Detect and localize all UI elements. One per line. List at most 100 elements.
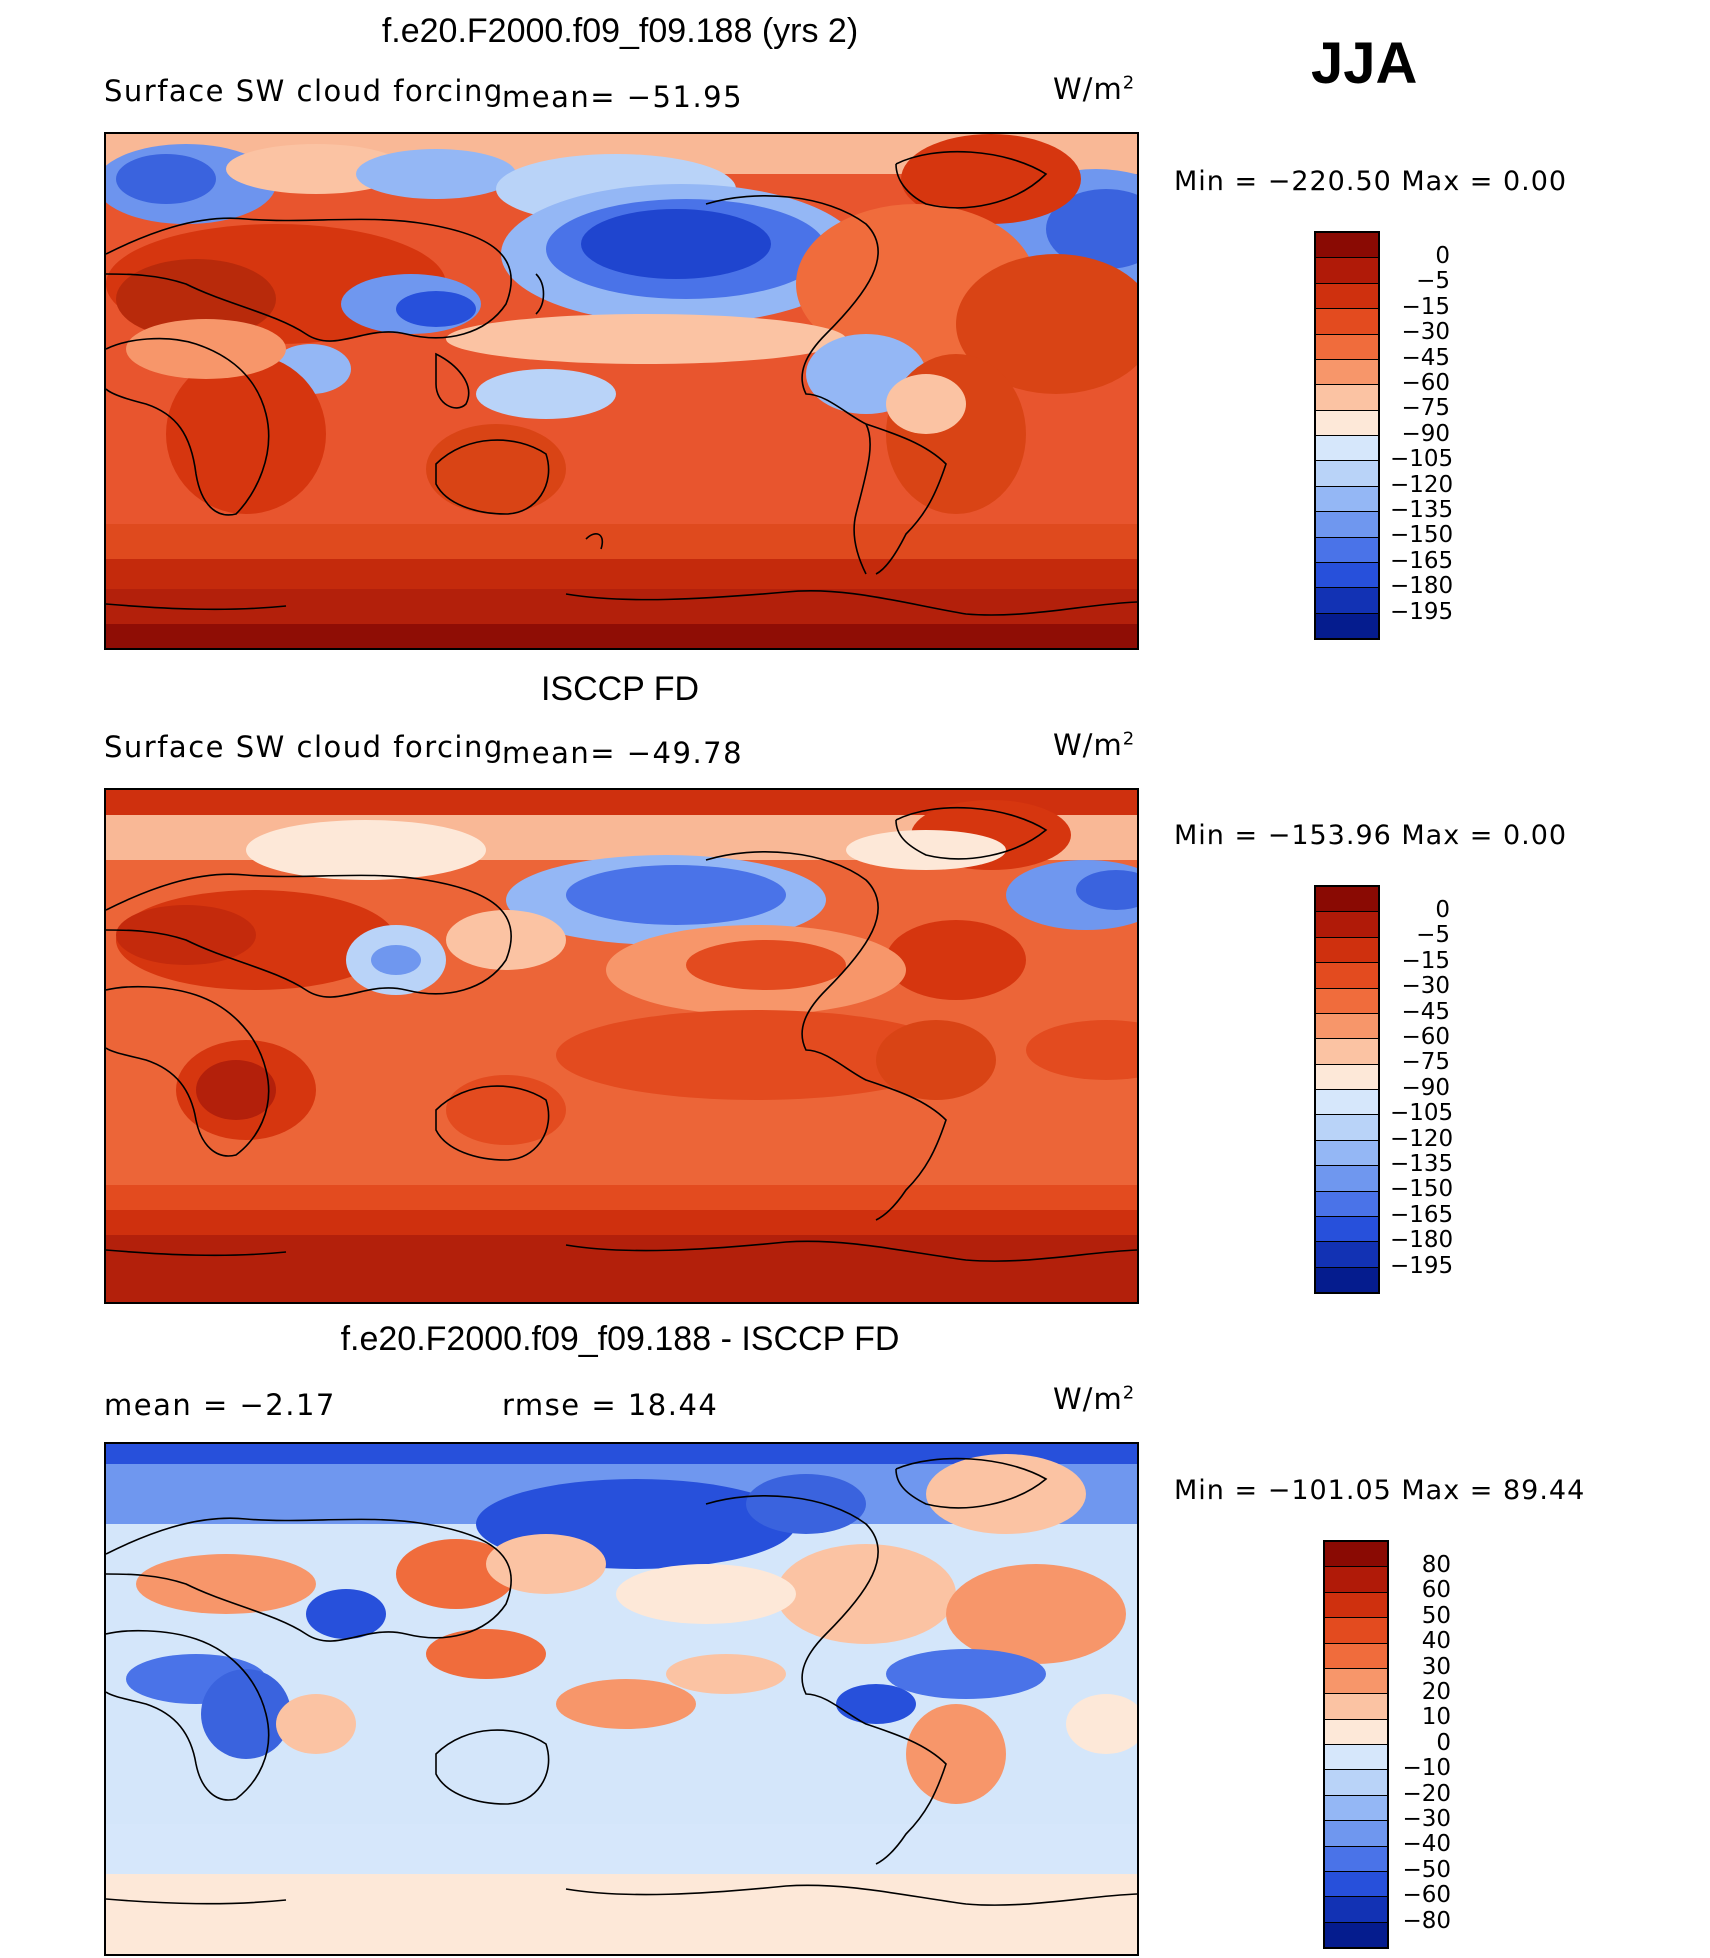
colorbar-swatch (1325, 1592, 1387, 1619)
colorbar-swatch (1325, 1542, 1387, 1568)
colorbar-swatch (1316, 937, 1378, 964)
colorbar-swatch (1325, 1922, 1387, 1947)
colorbar-label: −165 (1390, 1201, 1454, 1228)
colorbar-label: −15 (1401, 293, 1450, 320)
colorbar-label: 0 (1435, 897, 1450, 923)
panel3-mean: mean = −2.17 (104, 1388, 336, 1422)
colorbar-swatch (1316, 588, 1378, 614)
colorbar-swatch (1316, 334, 1378, 360)
colorbar-swatch (1325, 1770, 1387, 1796)
colorbar-swatch (1316, 562, 1378, 589)
colorbar-label: −60 (1401, 1024, 1450, 1051)
colorbar-label: −135 (1390, 1151, 1454, 1178)
colorbar-swatch (1325, 1643, 1387, 1669)
panel1-title: f.e20.F2000.f09_f09.188 (yrs 2) (381, 12, 859, 50)
colorbar-label: 20 (1421, 1679, 1451, 1706)
colorbar-label: −30 (1402, 1806, 1451, 1833)
colorbar-swatch (1316, 613, 1378, 638)
colorbar-label: −105 (1390, 446, 1454, 473)
colorbar-swatch (1316, 1115, 1378, 1141)
panel1-minmax: Min = −220.50 Max = 0.00 (1174, 166, 1568, 197)
season-label: JJA (1311, 31, 1418, 96)
colorbar-swatch (1316, 461, 1378, 487)
colorbar-label: −75 (1401, 1049, 1450, 1076)
colorbar-swatch (1316, 887, 1378, 913)
colorbar-label: −75 (1401, 395, 1450, 422)
panel2-colorbar (1314, 885, 1380, 1294)
panel3-units: W/m2 (1053, 1382, 1136, 1416)
panel1-colorbar-labels: 0 −5 −15 −30 −45 −60 −75 −90 −105 −120 −135 −150 −16… (1390, 243, 1454, 625)
colorbar-label: −45 (1401, 344, 1450, 371)
panel3-title: f.e20.F2000.f09_f09.188 - ISCCP FD (340, 1320, 900, 1358)
colorbar-swatch (1316, 1242, 1378, 1268)
colorbar-swatch (1316, 1267, 1378, 1292)
panel3-colorbar-labels: 80 60 50 40 30 20 10 0 −10 −20 −30 −40 −50 −60 −80 (1399, 1552, 1451, 1934)
colorbar-swatch (1316, 1039, 1378, 1065)
colorbar-label: −20 (1402, 1780, 1451, 1807)
panel2-colorbar-labels: 0 −5 −15 −30 −45 −60 −75 −90 −105 −120 −135 −150 −16… (1390, 897, 1454, 1279)
colorbar-label: 80 (1421, 1552, 1451, 1578)
colorbar-swatch (1325, 1618, 1387, 1644)
colorbar-swatch (1316, 233, 1378, 259)
panel2-minmax: Min = −153.96 Max = 0.00 (1174, 820, 1568, 851)
colorbar-label: −105 (1390, 1100, 1454, 1127)
colorbar-swatch (1325, 1871, 1387, 1898)
colorbar-swatch (1325, 1846, 1387, 1872)
colorbar-swatch (1325, 1719, 1387, 1745)
colorbar-label: −5 (1416, 268, 1450, 295)
colorbar-label: −165 (1390, 547, 1454, 574)
colorbar-label: 0 (1436, 1729, 1451, 1756)
colorbar-swatch (1316, 486, 1378, 513)
colorbar-swatch (1316, 963, 1378, 989)
colorbar-label: −90 (1401, 1074, 1450, 1101)
colorbar-label: 40 (1421, 1628, 1451, 1655)
colorbar-swatch (1325, 1668, 1387, 1695)
panel2-units: W/m2 (1053, 728, 1136, 762)
panel3-rmse: rmse = 18.44 (502, 1388, 719, 1422)
colorbar-label: −60 (1402, 1882, 1451, 1909)
colorbar-label: −60 (1401, 370, 1450, 397)
colorbar-label: 10 (1421, 1704, 1451, 1731)
panel1-units: W/m2 (1053, 72, 1136, 106)
panel1-map-svg (106, 134, 1137, 648)
colorbar-label: −180 (1390, 1227, 1454, 1254)
panel2-map (104, 788, 1139, 1304)
colorbar-swatch (1325, 1745, 1387, 1771)
colorbar-label: −120 (1390, 471, 1454, 498)
panel2-title: ISCCP FD (540, 670, 700, 708)
colorbar-swatch (1316, 912, 1378, 938)
panel3-minmax: Min = −101.05 Max = 89.44 (1174, 1475, 1586, 1506)
colorbar-label: 60 (1421, 1577, 1451, 1604)
colorbar-swatch (1316, 1090, 1378, 1116)
colorbar-label: −30 (1401, 319, 1450, 346)
colorbar-label: −195 (1390, 598, 1454, 625)
colorbar-swatch (1325, 1567, 1387, 1593)
colorbar-swatch (1316, 410, 1378, 436)
colorbar-label: −45 (1401, 998, 1450, 1025)
colorbar-label: −5 (1416, 922, 1450, 949)
colorbar-label: −15 (1401, 947, 1450, 974)
colorbar-label: −30 (1401, 973, 1450, 1000)
colorbar-label: −120 (1390, 1125, 1454, 1152)
panel3-map-svg (106, 1444, 1137, 1954)
panel1-map (104, 132, 1139, 650)
colorbar-label: −195 (1390, 1252, 1454, 1279)
colorbar-swatch (1316, 436, 1378, 462)
colorbar-swatch (1325, 1897, 1387, 1923)
colorbar-swatch (1316, 359, 1378, 386)
colorbar-label: 0 (1435, 243, 1450, 269)
colorbar-label: −50 (1402, 1856, 1451, 1883)
panel2-subtitle: Surface SW cloud forcing (104, 730, 504, 764)
panel1-colorbar (1314, 231, 1380, 640)
colorbar-label: 30 (1421, 1653, 1451, 1680)
colorbar-swatch (1316, 1191, 1378, 1217)
panel1-subtitle: Surface SW cloud forcing (104, 74, 504, 108)
colorbar-label: −90 (1401, 420, 1450, 447)
colorbar-label: 50 (1421, 1602, 1451, 1629)
colorbar-swatch (1316, 1013, 1378, 1040)
panel1-mean: mean= −51.95 (502, 80, 744, 114)
colorbar-label: −10 (1402, 1755, 1451, 1782)
colorbar-label: −135 (1390, 497, 1454, 524)
colorbar-label: −80 (1402, 1907, 1451, 1934)
colorbar-label: −150 (1390, 1176, 1454, 1203)
